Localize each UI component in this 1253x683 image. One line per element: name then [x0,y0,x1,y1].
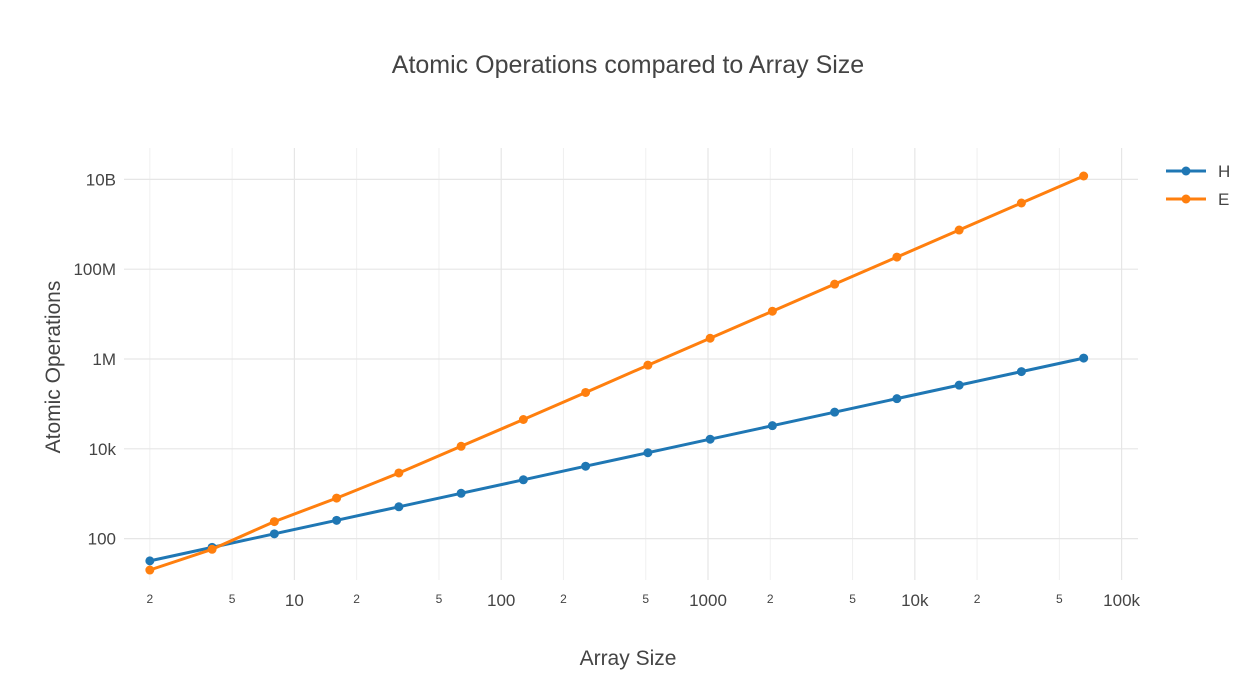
x-axis-title: Array Size [580,647,677,670]
data-point[interactable] [1079,353,1089,363]
data-point[interactable] [394,468,404,478]
y-axis-title: Atomic Operations [42,281,65,454]
legend-label: H [1218,162,1230,181]
x-tick-label: 2 [560,592,567,606]
x-tick-label: 2 [146,592,153,606]
data-point[interactable] [518,414,528,424]
data-point[interactable] [892,394,902,404]
x-tick-label: 2 [974,592,981,606]
data-point[interactable] [705,333,715,343]
series-H [145,353,1089,566]
data-point[interactable] [518,475,528,485]
y-tick-label: 100M [73,260,116,279]
series-line [149,356,1085,563]
y-tick-label: 10B [86,170,116,189]
data-point[interactable] [145,556,155,566]
x-tick-labels: 2 5 10 2 5 100 2 5 1000 2 5 10k 2 5 100k [146,591,1140,610]
x-tick-label: 5 [849,592,856,606]
data-point[interactable] [394,502,404,512]
x-tick-label: 100 [487,591,515,610]
legend-swatch-marker [1181,166,1191,176]
data-point[interactable] [207,544,217,554]
data-point[interactable] [1016,198,1026,208]
x-tick-label: 100k [1103,591,1140,610]
x-tick-label: 5 [1056,592,1063,606]
x-tick-label: 2 [353,592,360,606]
data-point[interactable] [643,360,653,370]
data-point[interactable] [269,517,279,527]
x-tick-label: 1000 [689,591,727,610]
y-tick-label: 100 [88,530,116,549]
chart-title: Atomic Operations compared to Array Size [392,51,864,79]
data-point[interactable] [767,421,777,431]
x-tick-label: 5 [642,592,649,606]
legend-swatch-marker [1181,194,1191,204]
x-tick-label: 5 [229,592,236,606]
x-tick-label: 5 [436,592,443,606]
data-point[interactable] [705,434,715,444]
data-point[interactable] [830,279,840,289]
data-point[interactable] [332,515,342,525]
data-point[interactable] [145,565,155,575]
data-point[interactable] [456,488,466,498]
data-point[interactable] [269,529,279,539]
x-tick-label: 2 [767,592,774,606]
data-point[interactable] [830,407,840,417]
y-tick-label: 10k [89,440,117,459]
x-tick-label: 10 [285,591,304,610]
data-point[interactable] [1016,367,1026,377]
y-tick-labels: 100 10k 1M 100M 10B [73,170,116,548]
series-E [145,171,1089,575]
data-point[interactable] [954,380,964,390]
data-point[interactable] [767,306,777,316]
y-tick-label: 1M [92,350,116,369]
legend-item[interactable]: H [1166,162,1230,181]
grid-lines [124,148,1138,580]
data-point[interactable] [892,252,902,262]
data-point[interactable] [456,441,466,451]
legend[interactable]: HE [1166,162,1230,209]
data-point[interactable] [954,225,964,235]
series-line [149,174,1085,572]
data-point[interactable] [581,461,591,471]
series-lines [145,171,1089,575]
x-tick-label: 10k [901,591,929,610]
data-point[interactable] [332,493,342,503]
data-point[interactable] [581,387,591,397]
data-point[interactable] [1079,171,1089,181]
legend-item[interactable]: E [1166,190,1229,209]
data-point[interactable] [643,448,653,458]
legend-label: E [1218,190,1229,209]
